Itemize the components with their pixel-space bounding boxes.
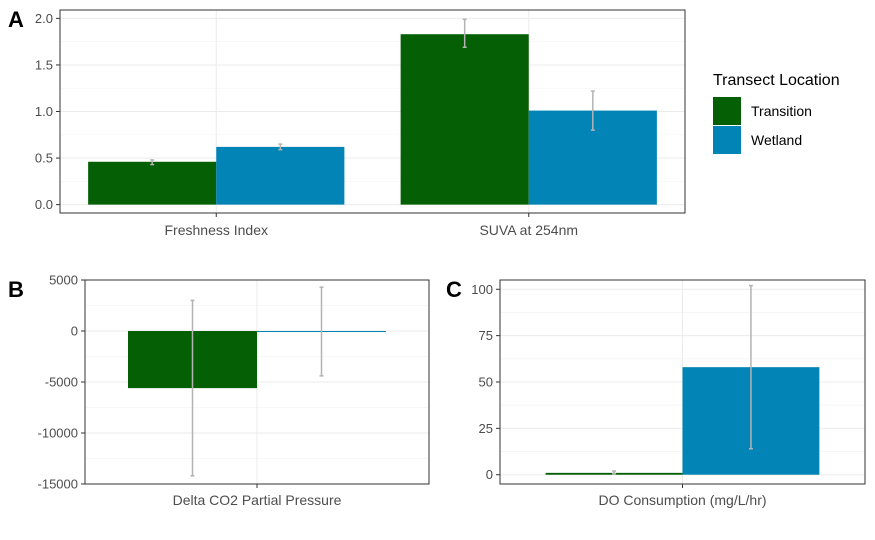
error-bar-transition-1 (612, 470, 617, 475)
legend-label-transition: Transition (751, 103, 812, 119)
panel-letter: B (8, 277, 24, 302)
y-tick-label: 0.5 (35, 151, 53, 166)
legend: Transect Location Transition Wetland (713, 72, 840, 154)
y-tick-label: -10000 (38, 426, 78, 441)
legend-swatch-transition (713, 97, 741, 125)
category-label: SUVA at 254nm (479, 222, 578, 238)
y-tick-label: 0.0 (35, 197, 53, 212)
panel-letter: A (8, 7, 24, 32)
error-bar-transition-1 (190, 299, 195, 477)
error-bar-wetland-1 (319, 286, 324, 377)
panel-a: A 0.0 0.5 1.0 1.5 2.0 Freshness Index SUVA at 2… (8, 7, 686, 238)
y-tick-label: 1.0 (35, 104, 53, 119)
error-bar-transition-2 (462, 18, 467, 48)
y-tick-label: 50 (479, 375, 493, 390)
y-tick-label: 75 (479, 328, 493, 343)
legend-title: Transect Location (713, 72, 840, 89)
y-tick-label: 0 (486, 467, 493, 482)
panel-c: C 0 25 50 75 100 DO Consumption (mg/L/hr) (446, 277, 866, 508)
panels: A 0.0 0.5 1.0 1.5 2.0 Freshness Index SUVA at 2… (8, 7, 866, 508)
category-label: Freshness Index (165, 222, 269, 238)
panel-b: B -15000 -10000 -5000 0 5000 Delta CO2 Partial… (8, 273, 430, 508)
y-tick-label: 25 (479, 421, 493, 436)
error-bar-transition-1 (150, 159, 155, 166)
y-tick-label: 100 (471, 282, 493, 297)
error-bar-wetland-1 (278, 143, 283, 151)
y-tick-label: -15000 (38, 477, 78, 492)
y-tick-label: -5000 (45, 375, 78, 390)
panel-letter: C (446, 277, 462, 302)
bar-wetland-1 (216, 146, 345, 205)
y-tick-label: 5000 (49, 273, 78, 288)
y-tick-label: 1.5 (35, 57, 53, 72)
error-bar-wetland-1 (748, 284, 753, 450)
legend-swatch-wetland (713, 126, 741, 154)
category-label: Delta CO2 Partial Pressure (173, 492, 342, 508)
error-bar-wetland-2 (590, 90, 595, 131)
bar-transition-1 (88, 161, 217, 205)
category-label: DO Consumption (mg/L/hr) (598, 492, 766, 508)
y-tick-label: 0 (71, 324, 78, 339)
bar-transition-2 (400, 34, 529, 205)
y-tick-label: 2.0 (35, 11, 53, 26)
legend-label-wetland: Wetland (751, 132, 802, 148)
